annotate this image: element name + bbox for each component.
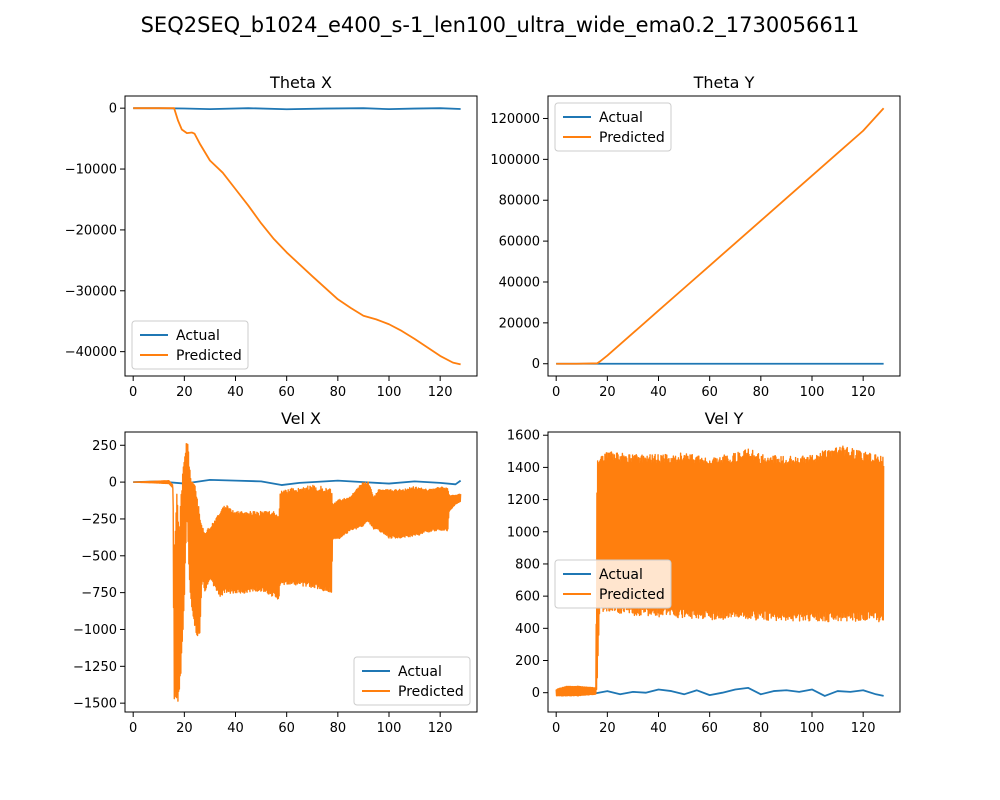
y-tick-label: −1500	[73, 697, 117, 712]
y-tick-label: −30000	[65, 284, 117, 299]
x-tick-label: 100	[377, 721, 402, 736]
x-tick-label: 60	[701, 385, 718, 400]
y-tick-label: −10000	[65, 163, 117, 178]
x-tick-label: 100	[800, 385, 825, 400]
y-tick-label: 0	[109, 102, 117, 117]
plot-area	[555, 445, 885, 697]
subplot-vel-x: Vel X 0 20 40 60 80 100 120 250 0 −250 −500 −750 −100…	[73, 409, 478, 736]
y-tick-label: 0	[532, 357, 540, 372]
y-tick-label: 80000	[499, 194, 540, 209]
subplot-theta-x: Theta X 0 20 40 60 80 100 120 0 −10000 −20000 −3000…	[65, 73, 478, 400]
subplot-title: Vel Y	[705, 409, 744, 428]
legend: Actual Predicted	[554, 102, 672, 152]
y-tick-label: 0	[109, 476, 117, 491]
axes-frame	[124, 95, 478, 377]
subplot-title: Vel X	[281, 409, 321, 428]
subplot-vel-y: Vel Y0 20 40 60 80 100 12002004006008001000120…	[507, 409, 901, 736]
x-tick-label: 80	[330, 721, 347, 736]
legend-box	[353, 656, 471, 706]
x-tick-label: 40	[650, 385, 667, 400]
series-line-actual	[556, 686, 884, 697]
legend-label-predicted: Predicted	[176, 348, 242, 364]
y-tick-label: 100000	[490, 153, 540, 168]
y-tick-label: 1400	[507, 461, 540, 476]
y-tick-label: −1250	[73, 660, 117, 675]
series-line-predicted	[555, 445, 885, 697]
axes-frame	[547, 431, 901, 713]
x-tick-label: 120	[851, 721, 876, 736]
x-tick-label: 0	[129, 721, 137, 736]
y-tick-label: −20000	[65, 223, 117, 238]
y-tick-label: 1000	[507, 525, 540, 540]
legend: Actual Predicted	[554, 559, 672, 609]
legend-label-actual: Actual	[398, 664, 442, 680]
y-tick-label: 40000	[499, 275, 540, 290]
y-tick-label: −500	[81, 549, 117, 564]
y-tick-label: 20000	[499, 316, 540, 331]
x-tick-label: 120	[428, 385, 453, 400]
series-line-predicted	[556, 107, 885, 365]
legend: Actual Predicted	[131, 320, 249, 370]
y-tick-label: −750	[81, 586, 117, 601]
y-tick-label: 250	[92, 439, 117, 454]
y-tick-label: 60000	[499, 235, 540, 250]
x-tick-label: 80	[753, 385, 770, 400]
legend-label-actual: Actual	[599, 567, 643, 583]
y-tick-label: 120000	[490, 112, 540, 127]
x-tick-label: 60	[278, 385, 295, 400]
plot-area	[132, 443, 462, 702]
x-tick-label: 80	[330, 385, 347, 400]
series-line-predicted	[132, 443, 462, 702]
x-tick-label: 60	[701, 721, 718, 736]
y-tick-label: −1000	[73, 623, 117, 638]
y-tick-label: 600	[515, 590, 540, 605]
x-tick-label: 20	[599, 721, 616, 736]
x-tick-label: 120	[851, 385, 876, 400]
legend-label-actual: Actual	[176, 328, 220, 344]
subplot-theta-y: Theta Y 0 20 40 60 80 100 120 0 20000 40000 60000 80…	[490, 73, 901, 400]
x-tick-label: 0	[552, 385, 560, 400]
x-tick-label: 100	[377, 385, 402, 400]
axes-frame	[547, 95, 901, 377]
y-tick-label: −40000	[65, 345, 117, 360]
x-tick-label: 100	[800, 721, 825, 736]
legend-box	[554, 559, 672, 609]
y-tick-label: 400	[515, 622, 540, 637]
x-tick-label: 20	[176, 385, 193, 400]
plot-area	[556, 107, 885, 365]
legend-label-actual: Actual	[599, 110, 643, 126]
y-tick-label: 0	[532, 686, 540, 701]
x-tick-label: 20	[176, 721, 193, 736]
subplots-group: Theta X0 20 40 60 80 100 1200−10000−20000−3000…	[65, 73, 901, 736]
y-tick-label: 200	[515, 654, 540, 669]
x-tick-label: 0	[552, 721, 560, 736]
subplot-title: Theta X	[269, 73, 332, 92]
legend: Actual Predicted	[353, 656, 471, 706]
figure-suptitle: SEQ2SEQ_b1024_e400_s-1_len100_ultra_wide…	[141, 13, 860, 38]
x-tick-label: 40	[650, 721, 667, 736]
legend-label-predicted: Predicted	[599, 587, 665, 603]
y-tick-label: 1200	[507, 493, 540, 508]
y-tick-label: 1600	[507, 429, 540, 444]
legend-box	[131, 320, 249, 370]
x-tick-label: 0	[129, 385, 137, 400]
legend-box	[554, 102, 672, 152]
x-tick-label: 40	[227, 721, 244, 736]
y-tick-label: 800	[515, 557, 540, 572]
y-tick-label: −250	[81, 512, 117, 527]
legend-label-predicted: Predicted	[398, 684, 464, 700]
plot-area	[133, 107, 461, 366]
subplot-title: Theta Y	[693, 73, 755, 92]
series-line-actual	[133, 107, 461, 111]
x-tick-label: 20	[599, 385, 616, 400]
legend-label-predicted: Predicted	[599, 130, 665, 146]
x-tick-label: 80	[753, 721, 770, 736]
series-line-predicted	[133, 107, 461, 366]
x-tick-label: 120	[428, 721, 453, 736]
x-tick-label: 40	[227, 385, 244, 400]
axes-frame	[124, 431, 478, 713]
x-tick-label: 60	[278, 721, 295, 736]
